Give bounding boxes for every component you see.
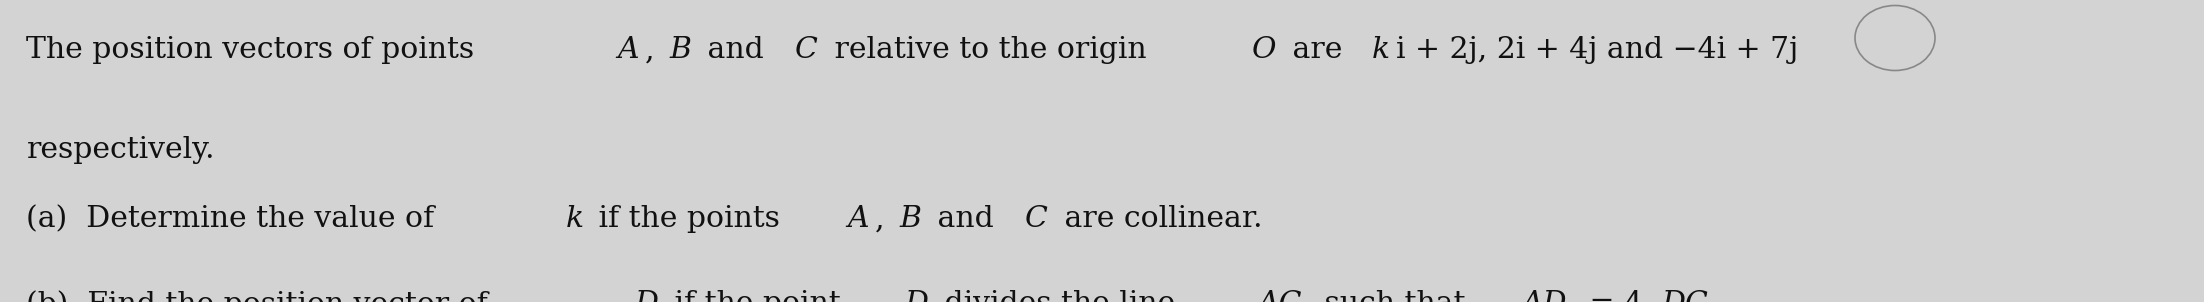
Text: are: are [1283,36,1353,64]
Text: k: k [564,205,584,233]
Text: B: B [670,36,692,64]
Text: i + 2j, 2i + 4j and −4i + 7j: i + 2j, 2i + 4j and −4i + 7j [1395,36,1798,64]
Text: D: D [904,290,928,302]
Text: divides the line: divides the line [934,290,1186,302]
Text: (b)  Find the position vector of: (b) Find the position vector of [26,290,498,302]
Text: C: C [1025,205,1049,233]
Text: ,: , [875,205,895,233]
Text: if the points: if the points [588,205,789,233]
Text: AC: AC [1258,290,1303,302]
Text: and: and [928,205,1003,233]
Text: B: B [899,205,921,233]
Text: AD: AD [1521,290,1567,302]
Text: .: . [1721,290,1732,302]
Text: k: k [1373,36,1391,64]
Text: C: C [796,36,818,64]
Text: relative to the origin: relative to the origin [824,36,1155,64]
Text: ,: , [646,36,663,64]
Text: A: A [846,205,868,233]
Text: DC: DC [1662,290,1708,302]
Text: = 4: = 4 [1580,290,1642,302]
Text: D: D [635,290,659,302]
Text: such that: such that [1316,290,1474,302]
Text: O: O [1252,36,1276,64]
Text: are collinear.: are collinear. [1056,205,1263,233]
Text: respectively.: respectively. [26,136,216,164]
Text: The position vectors of points: The position vectors of points [26,36,485,64]
Text: (a)  Determine the value of: (a) Determine the value of [26,205,443,233]
Text: and: and [699,36,774,64]
Text: if the point: if the point [666,290,851,302]
Text: A: A [617,36,639,64]
